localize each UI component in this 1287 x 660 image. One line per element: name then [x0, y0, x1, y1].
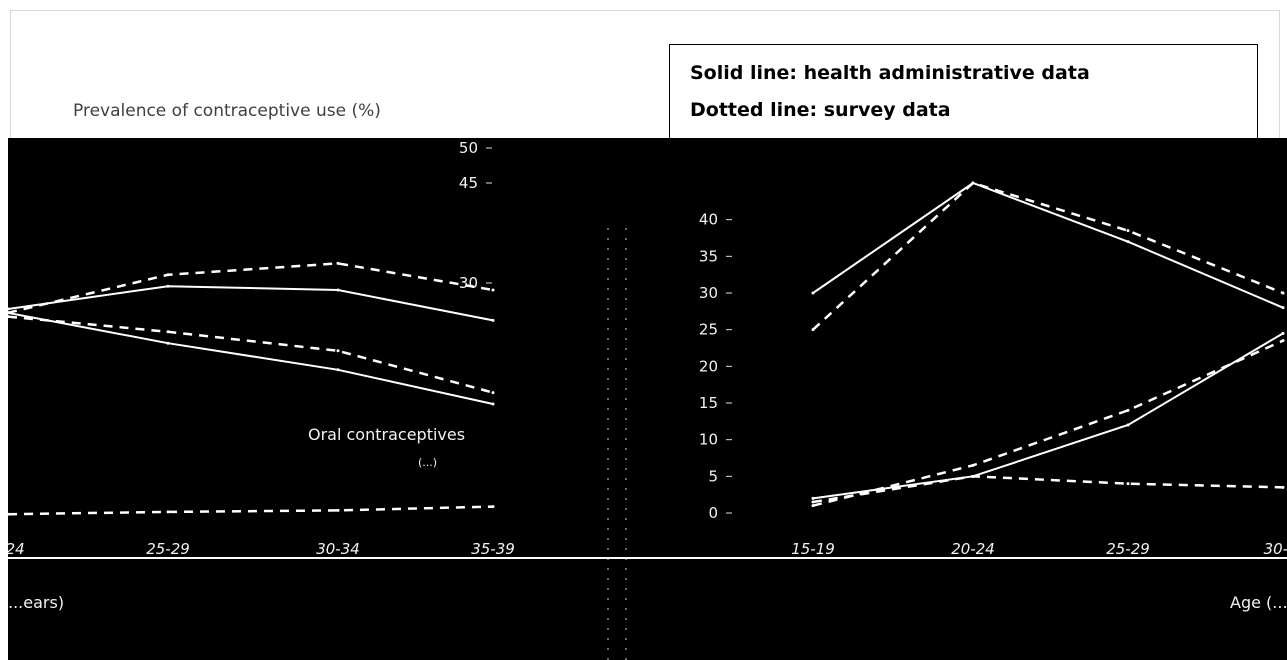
x-axis-title-left: ...ears): [8, 593, 64, 612]
data-point: [166, 341, 170, 345]
series-line-dotted: [812, 181, 1284, 331]
data-point: [166, 284, 170, 288]
data-point: [1281, 306, 1285, 310]
x-tick-label: 15-19: [791, 540, 835, 558]
y-tick-label: 45: [459, 174, 478, 192]
y-tick-label: 5: [708, 467, 718, 485]
data-point: [336, 261, 340, 265]
y-tick-label: 35: [699, 247, 718, 265]
chart-image-band: Oral contraceptives (...) ...ears) Age (…: [8, 138, 1287, 660]
data-point: [1281, 485, 1285, 489]
y-tick-label: 30: [699, 284, 718, 302]
data-point: [1126, 482, 1130, 486]
series-line-dotted: [8, 505, 494, 516]
legend-solid-line-text: Solid line: health administrative data: [690, 62, 1090, 84]
x-axis-title-right: Age (...: [1230, 593, 1287, 612]
series-line-dotted: [812, 475, 1284, 504]
series-line-solid: [812, 332, 1284, 500]
y-tick-label: 20: [699, 357, 718, 375]
data-point: [971, 474, 975, 478]
data-point: [1281, 331, 1285, 335]
x-tick-label: 30-...: [1264, 540, 1287, 558]
series-line-solid: [812, 181, 1284, 309]
series-line-dotted: [812, 339, 1284, 507]
x-tick-label: 25-29: [1106, 540, 1150, 558]
x-tick-label: 20-24: [951, 540, 995, 558]
data-point: [491, 505, 495, 509]
data-point: [336, 349, 340, 353]
series-line-dotted: [8, 262, 494, 315]
legend-dotted-line-text: Dotted line: survey data: [690, 99, 951, 121]
line-chart: Oral contraceptives (...) ...ears) Age (…: [8, 139, 1287, 660]
data-point: [971, 181, 975, 185]
data-point: [491, 318, 495, 322]
y-tick-label: 50: [459, 139, 478, 157]
x-tick-label: 30-34: [316, 540, 360, 558]
data-point: [166, 330, 170, 334]
data-point: [1281, 291, 1285, 295]
y-tick-label: 15: [699, 394, 718, 412]
y-tick-label: 0: [708, 504, 718, 522]
data-point: [8, 512, 10, 516]
data-point: [811, 328, 815, 332]
data-point: [166, 510, 170, 514]
data-point: [1281, 339, 1285, 343]
series-line-solid: [8, 285, 494, 322]
annotation-oral-contraceptives: Oral contraceptives: [308, 425, 465, 444]
data-point: [491, 391, 495, 395]
data-point: [1126, 408, 1130, 412]
data-point: [1126, 229, 1130, 233]
series-line-solid: [8, 311, 494, 405]
data-point: [491, 288, 495, 292]
data-point: [811, 291, 815, 295]
y-tick-label: 30: [459, 274, 478, 292]
data-point: [491, 402, 495, 406]
data-point: [166, 273, 170, 277]
data-point: [336, 508, 340, 512]
annotation-sub: (...): [418, 456, 437, 469]
data-point: [336, 288, 340, 292]
data-point: [811, 496, 815, 500]
data-point: [1126, 240, 1130, 244]
legend-box: Solid line: health administrative data D…: [669, 44, 1258, 148]
data-point: [8, 311, 10, 315]
y-tick-label: 10: [699, 431, 718, 449]
data-point: [1126, 423, 1130, 427]
data-point: [8, 307, 10, 311]
data-point: [971, 463, 975, 467]
y-axis-title: Prevalence of contraceptive use (%): [73, 101, 381, 121]
data-point: [811, 504, 815, 508]
data-point: [811, 500, 815, 504]
y-tick-label: 40: [699, 211, 718, 229]
x-tick-label: ...24: [8, 540, 25, 558]
y-tick-label: 25: [699, 321, 718, 339]
x-tick-label: 25-29: [146, 540, 190, 558]
data-point: [8, 315, 10, 319]
data-point: [336, 368, 340, 372]
series-line-dotted: [8, 315, 494, 394]
x-tick-label: 35-39: [471, 540, 515, 558]
